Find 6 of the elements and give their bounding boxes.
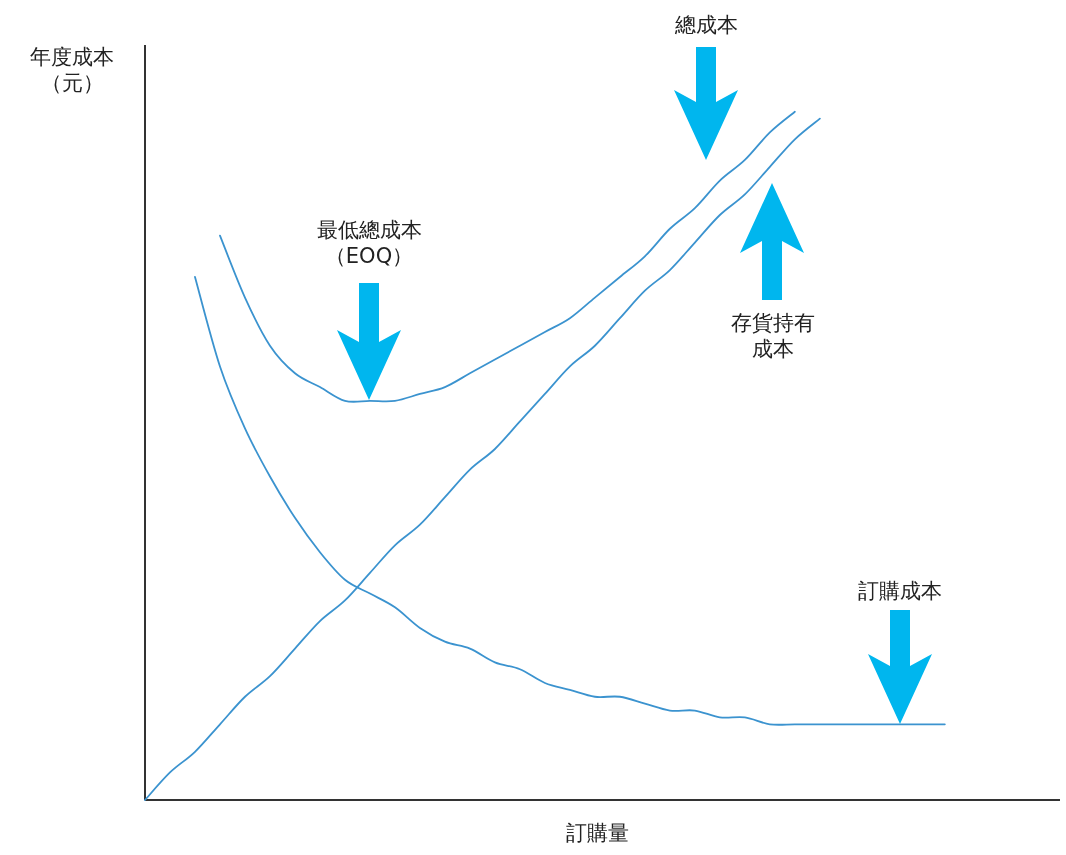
ylabel: 年度成本（元）: [30, 45, 114, 95]
xlabel: 訂購量: [565, 821, 629, 845]
annotation: 存貨持有成本: [731, 311, 815, 361]
annotation: 最低總成本（EOQ）: [316, 218, 422, 268]
annotation: 總成本: [674, 13, 738, 37]
annotation: 訂購成本: [858, 579, 942, 603]
